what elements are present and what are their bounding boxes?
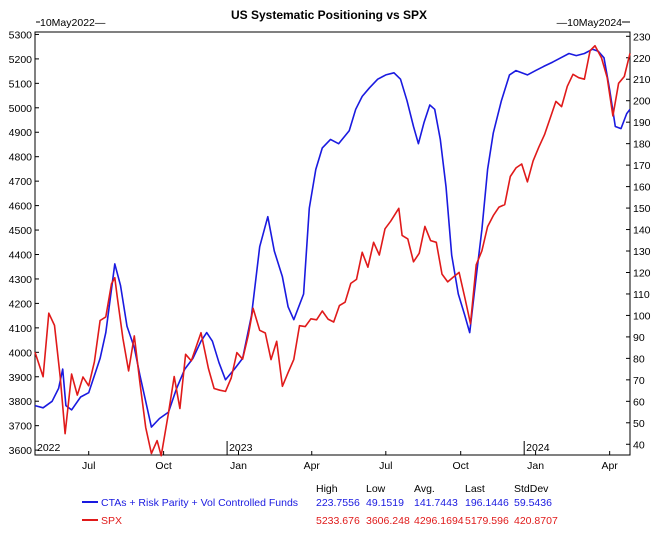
right-tick-label: 80: [633, 353, 645, 365]
left-tick-label: 4700: [9, 176, 33, 188]
right-tick-label: 120: [633, 267, 651, 279]
end-date-label: —10May2024: [557, 17, 623, 29]
left-tick-label: 3700: [9, 421, 33, 433]
stats-header: High: [316, 483, 338, 495]
stats-value: 141.7443: [414, 497, 458, 509]
year-label: 2023: [229, 442, 253, 454]
year-label: 2024: [526, 442, 550, 454]
left-tick-label: 4400: [9, 250, 33, 262]
stats-header: Avg.: [414, 483, 435, 495]
x-axis: Jul Oct Jan Apr Jul Oct Jan Apr 2022 2023 2024: [37, 441, 618, 472]
left-axis: 3600 3700 3800 3900 4000 4100 4200 4300 4400 4500…: [9, 29, 39, 457]
right-tick-label: 220: [633, 53, 651, 65]
stats-header: Last: [465, 483, 485, 495]
x-tick-label: Apr: [304, 460, 321, 472]
left-tick-label: 4800: [9, 152, 33, 164]
right-tick-label: 140: [633, 225, 651, 237]
legend-row-cta: CTAs + Risk Parity + Vol Controlled Fund…: [82, 497, 298, 509]
right-tick-label: 60: [633, 396, 645, 408]
left-tick-label: 4900: [9, 127, 33, 139]
stats-header: Low: [366, 483, 386, 495]
stats-header: StdDev: [514, 483, 549, 495]
legend-row-spx: SPX: [82, 515, 122, 527]
plot-frame: [34, 31, 631, 456]
left-tick-label: 3600: [9, 445, 33, 457]
stats-value: 223.7556: [316, 497, 360, 509]
x-tick-label: Jul: [82, 460, 95, 472]
series-line-spx: [34, 44, 631, 457]
right-tick-label: 100: [633, 310, 651, 322]
stats-value: 59.5436: [514, 497, 552, 509]
left-tick-label: 4000: [9, 347, 33, 359]
stats-value: 5179.596: [465, 515, 509, 527]
left-tick-label: 5100: [9, 78, 33, 90]
right-tick-label: 230: [633, 31, 651, 43]
series-group: [34, 44, 631, 457]
right-tick-label: 210: [633, 74, 651, 86]
stats-value: 420.8707: [514, 515, 558, 527]
stats-value: 196.1446: [465, 497, 509, 509]
right-axis: 40 50 60 70 80 90 100 110 120 130 140 150 160 170 180 1…: [626, 31, 651, 451]
year-label: 2022: [37, 442, 61, 454]
left-tick-label: 5200: [9, 54, 33, 66]
right-tick-label: 130: [633, 246, 651, 258]
stats-value: 5233.676: [316, 515, 360, 527]
right-tick-label: 50: [633, 418, 645, 430]
x-tick-label: Jul: [379, 460, 392, 472]
right-tick-label: 160: [633, 182, 651, 194]
right-tick-label: 190: [633, 117, 651, 129]
left-tick-label: 5000: [9, 103, 33, 115]
stats-values: 223.7556 49.1519 141.7443 196.1446 59.5436 52…: [316, 497, 558, 527]
stats-value: 3606.248: [366, 515, 410, 527]
left-tick-label: 3900: [9, 372, 33, 384]
x-tick-label: Jan: [527, 460, 544, 472]
legend-label-cta: CTAs + Risk Parity + Vol Controlled Fund…: [101, 497, 298, 509]
right-tick-label: 110: [633, 289, 650, 301]
stats-headers: High Low Avg. Last StdDev: [316, 483, 549, 495]
right-tick-label: 200: [633, 96, 651, 108]
left-tick-label: 4300: [9, 274, 33, 286]
legend-label-spx: SPX: [101, 515, 122, 527]
left-tick-label: 4100: [9, 323, 33, 335]
series-line-cta: [34, 48, 631, 428]
x-tick-label: Oct: [155, 460, 171, 472]
stats-value: 4296.1694: [414, 515, 464, 527]
start-date-label: 10May2022—: [40, 17, 106, 29]
right-tick-label: 150: [633, 203, 651, 215]
left-tick-label: 3800: [9, 396, 33, 408]
left-tick-label: 4200: [9, 298, 33, 310]
left-tick-label: 5300: [9, 29, 33, 41]
right-tick-label: 180: [633, 139, 651, 151]
right-tick-label: 40: [633, 439, 645, 451]
x-tick-label: Oct: [453, 460, 469, 472]
left-tick-label: 4500: [9, 225, 33, 237]
x-tick-label: Jan: [230, 460, 247, 472]
stats-value: 49.1519: [366, 497, 404, 509]
right-tick-label: 90: [633, 332, 645, 344]
right-tick-label: 170: [633, 160, 651, 172]
left-tick-label: 4600: [9, 201, 33, 213]
x-tick-label: Apr: [601, 460, 618, 472]
chart-title: US Systematic Positioning vs SPX: [231, 8, 427, 22]
right-tick-label: 70: [633, 375, 645, 387]
